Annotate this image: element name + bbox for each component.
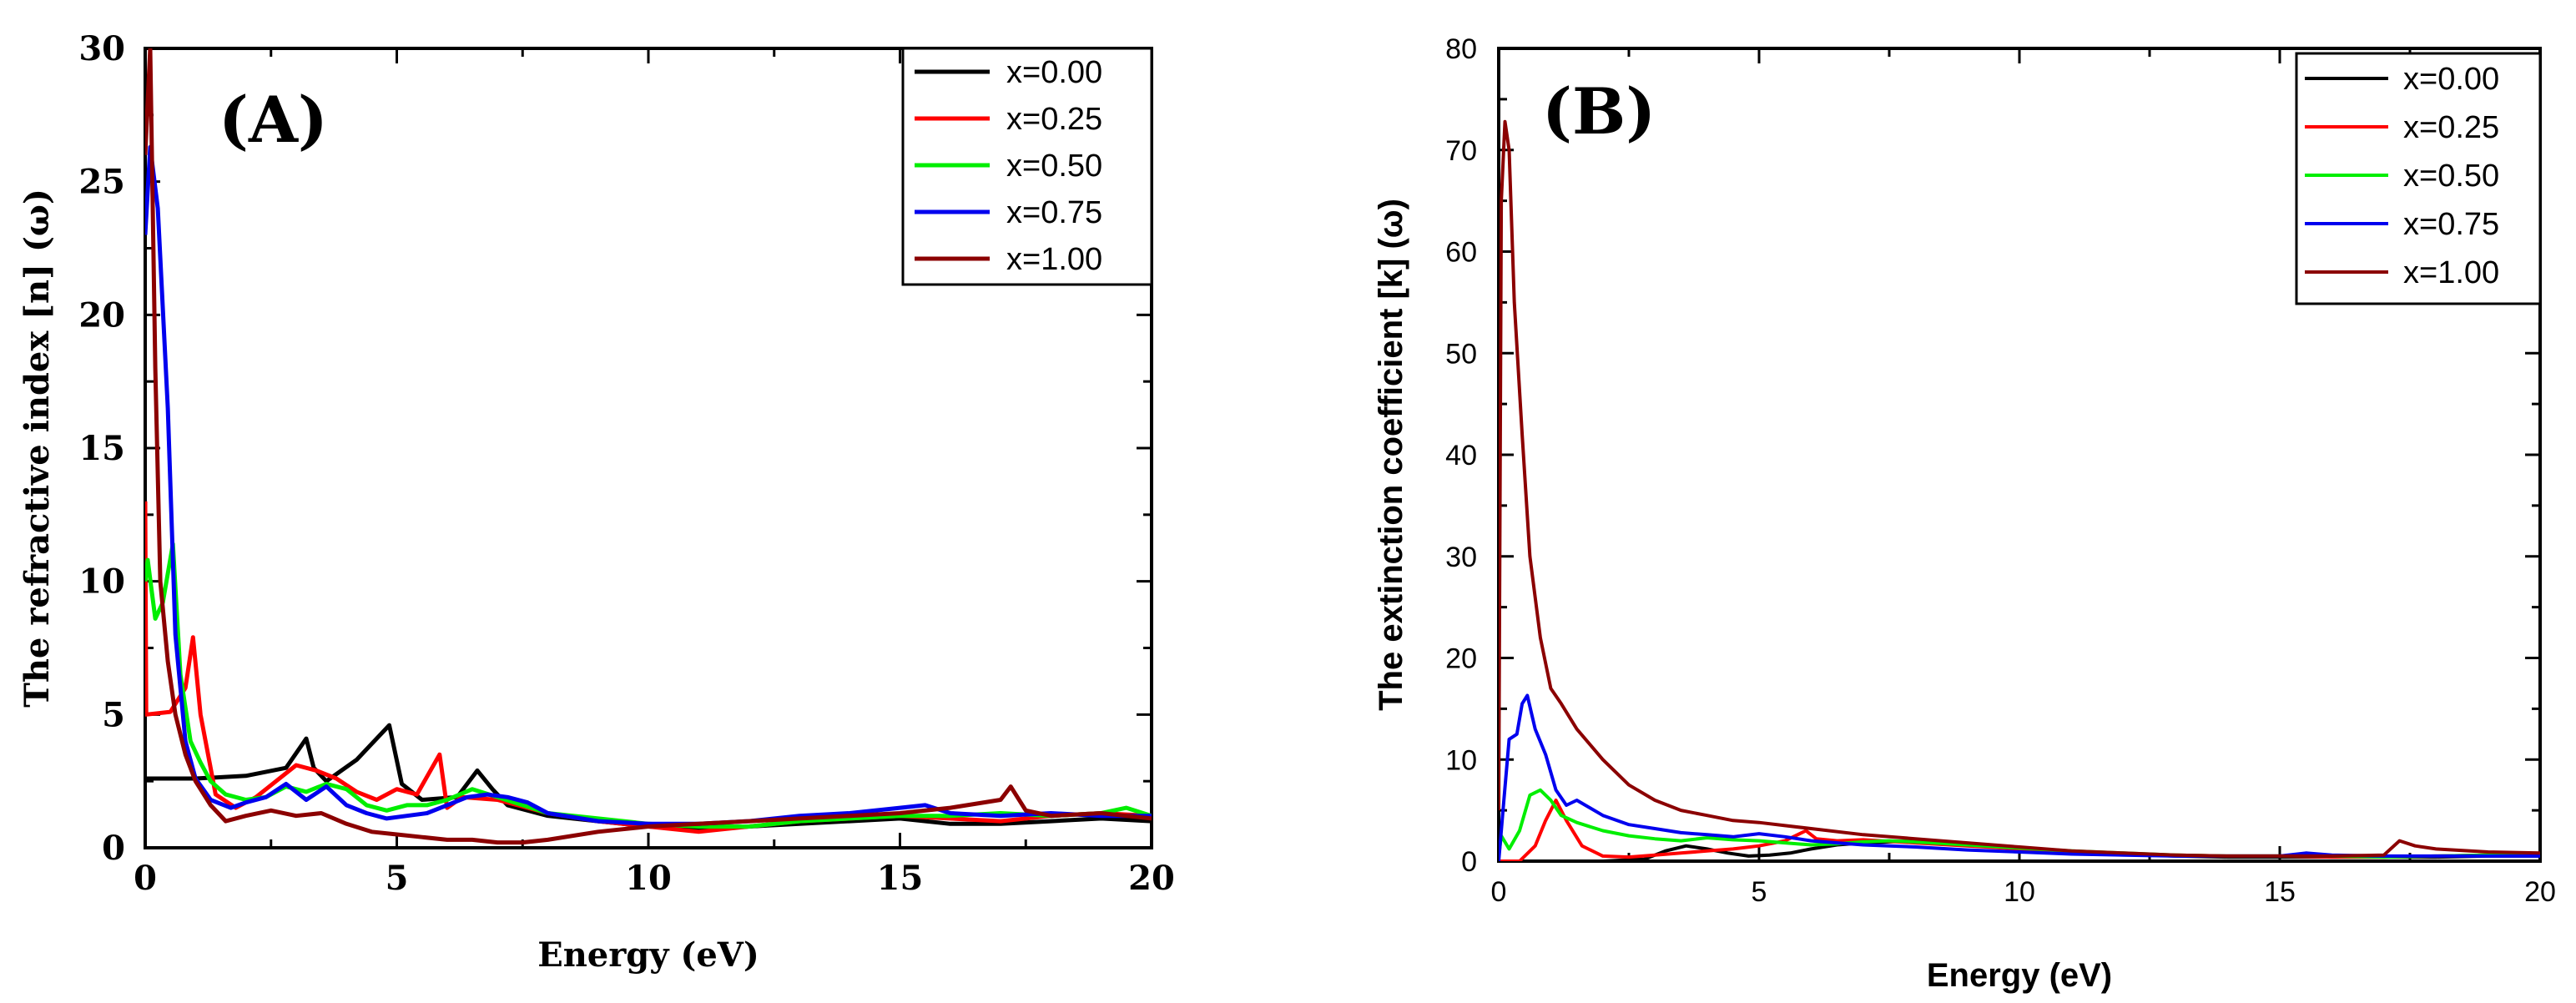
legend-label-a-3: x=0.75 (1006, 195, 1102, 230)
x-tick-label-a: 5 (386, 859, 409, 898)
legend-b: x=0.00 x=0.25 x=0.50 x=0.75 x=1.00 (2295, 52, 2542, 305)
y-tick-label-a: 25 (78, 163, 125, 202)
legend-label-a-4: x=1.00 (1006, 242, 1102, 277)
legend-label-b-1: x=0.25 (2403, 110, 2499, 145)
panel-a: 0 5 10 15 20 0 5 10 15 20 25 30 (A) Energy (eV) The… (18, 29, 1175, 975)
series-b (1499, 119, 2540, 861)
x-tick-label-a: 20 (1128, 859, 1175, 898)
series-line-a-4 (145, 48, 1152, 845)
y-tick-label-a: 10 (78, 562, 125, 602)
y-tick-label-b: 0 (1461, 846, 1477, 878)
y-tick-label-a: 0 (102, 829, 125, 868)
x-tick-label-a: 0 (134, 859, 157, 898)
x-axis-title-b: Energy (eV) (1927, 957, 2112, 994)
legend-label-a-1: x=0.25 (1006, 102, 1102, 137)
x-tick-label-b: 5 (1752, 876, 1767, 908)
y-tick-label-b: 30 (1445, 542, 1477, 573)
y-axis-title-a: The refractive index [n] (ω) (18, 189, 57, 708)
y-tick-label-a: 15 (78, 429, 125, 468)
x-tick-label-a: 15 (877, 859, 924, 898)
legend-frame-b (2295, 52, 2542, 305)
legend-a: x=0.00 x=0.25 x=0.50 x=0.75 x=1.00 (901, 47, 1153, 286)
panel-label-a: (A) (219, 83, 328, 157)
y-tick-label-b: 20 (1445, 643, 1477, 675)
x-tick-label-b: 0 (1491, 876, 1507, 908)
y-tick-label-b: 70 (1445, 135, 1477, 167)
x-tick-label-b: 10 (2004, 876, 2035, 908)
series-line-a-2 (145, 542, 1152, 829)
x-tick-label-b: 15 (2264, 876, 2296, 908)
y-axis-title-b: The extinction coefficient [k] (ω) (1373, 199, 1409, 711)
legend-label-b-0: x=0.00 (2403, 62, 2499, 97)
legend-label-b-3: x=0.75 (2403, 207, 2499, 242)
tick-labels-a: 0 5 10 15 20 0 5 10 15 20 25 30 (78, 29, 1175, 898)
tick-labels-b: 0 5 10 15 20 0 10 20 30 40 50 60 70 80 (1445, 33, 2556, 908)
legend-label-b-4: x=1.00 (2403, 255, 2499, 290)
x-tick-label-b: 20 (2524, 876, 2556, 908)
series-line-b-4 (1499, 119, 2540, 858)
x-tick-label-a: 10 (625, 859, 672, 898)
y-tick-label-b: 60 (1445, 237, 1477, 269)
legend-label-a-0: x=0.00 (1006, 55, 1102, 90)
x-axis-title-a: Energy (eV) (537, 935, 759, 975)
legend-label-b-2: x=0.50 (2403, 159, 2499, 194)
y-tick-label-b: 40 (1445, 440, 1477, 471)
series-line-b-3 (1499, 693, 2540, 861)
panel-label-b: (B) (1542, 74, 1656, 149)
legend-label-a-2: x=0.50 (1006, 149, 1102, 184)
y-tick-label-a: 30 (78, 29, 125, 68)
y-tick-label-a: 20 (78, 295, 125, 335)
y-tick-label-b: 50 (1445, 338, 1477, 370)
series-a (145, 48, 1152, 845)
y-tick-label-b: 80 (1445, 33, 1477, 65)
series-line-a-1 (145, 501, 1152, 834)
y-tick-label-b: 10 (1445, 744, 1477, 776)
y-tick-label-a: 5 (102, 695, 125, 734)
panel-b: 0 5 10 15 20 0 10 20 30 40 50 60 70 80 (B) Energy (eV… (1373, 33, 2556, 994)
